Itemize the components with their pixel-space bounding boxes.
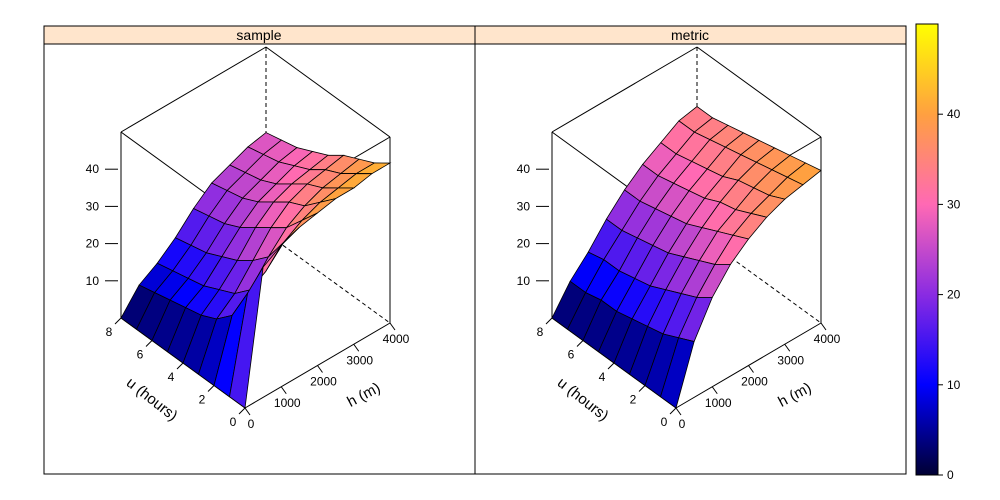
z-tick-label: 10 — [86, 274, 100, 288]
z-tick-label: 20 — [86, 237, 100, 251]
z-tick-label: 40 — [86, 162, 100, 176]
colorbar-tick-label: 20 — [947, 288, 961, 302]
u-tick — [638, 385, 646, 392]
u-tick — [238, 407, 246, 415]
strip-label: sample — [236, 27, 281, 43]
u-tick — [114, 317, 122, 325]
u-tick-label: 8 — [537, 325, 544, 339]
surface-facet — [660, 337, 695, 409]
h-tick-label: 4000 — [814, 332, 841, 346]
u-tick — [669, 407, 677, 415]
h-tick — [353, 343, 360, 352]
bounding-box-edge — [696, 46, 822, 138]
h-tick — [244, 407, 251, 416]
h-tick — [711, 386, 718, 395]
strip — [474, 25, 907, 45]
h-tick-label: 1000 — [274, 396, 301, 410]
u-tick — [207, 385, 215, 392]
h-tick-label: 4000 — [383, 332, 410, 346]
u-tick-label: 8 — [106, 325, 113, 339]
colorbar-ticks: 0 10 20 30 40 — [938, 107, 961, 482]
h-tick-label: 3000 — [346, 353, 373, 367]
u-tick-label: 6 — [137, 348, 144, 362]
surface-facet — [229, 266, 264, 409]
z-tick-label: 30 — [86, 199, 100, 213]
colorbar-tick-label: 30 — [947, 197, 961, 211]
u-tick-label: 0 — [230, 415, 237, 429]
colorbar-tick-label: 40 — [947, 107, 961, 121]
h-tick — [784, 343, 791, 352]
z-tick-label: 40 — [517, 162, 531, 176]
bounding-box-edge — [551, 46, 698, 133]
u-tick — [545, 317, 553, 325]
h-tick — [820, 322, 827, 331]
colorbar-tick-label: 0 — [947, 468, 954, 482]
u-tick-label: 2 — [199, 393, 206, 407]
h-tick — [317, 365, 323, 373]
h-tick-label: 1000 — [705, 396, 732, 410]
bounding-box-edge — [120, 46, 267, 133]
bounding-box-edge — [265, 46, 391, 138]
colorbar-gradient — [915, 23, 939, 476]
u-tick — [145, 340, 153, 347]
u-tick-label: 2 — [630, 393, 637, 407]
u-tick-label: 6 — [568, 348, 575, 362]
h-tick — [748, 365, 754, 373]
h-tick-label: 0 — [248, 417, 255, 431]
u-tick-label: 4 — [168, 370, 175, 384]
u-tick — [607, 362, 615, 370]
u-tick — [176, 362, 184, 370]
h-tick-label: 3000 — [777, 353, 804, 367]
h-tick — [675, 407, 682, 416]
z-tick-label: 10 — [517, 274, 531, 288]
h-tick-label: 0 — [679, 417, 686, 431]
bounding-box-edge — [265, 232, 391, 324]
h-tick — [389, 322, 396, 331]
u-tick-label: 0 — [661, 415, 668, 429]
z-tick-label: 30 — [517, 199, 531, 213]
h-tick-label: 2000 — [741, 375, 768, 389]
bounding-box-edge — [696, 232, 822, 324]
h-tick — [280, 386, 287, 395]
u-tick — [576, 340, 584, 347]
strip-label: metric — [671, 27, 709, 43]
u-tick-label: 4 — [599, 370, 606, 384]
colorbar: 0 10 20 30 40 — [915, 23, 961, 482]
colorbar-tick-label: 10 — [947, 378, 961, 392]
h-tick-label: 2000 — [310, 375, 337, 389]
z-tick-label: 20 — [517, 237, 531, 251]
